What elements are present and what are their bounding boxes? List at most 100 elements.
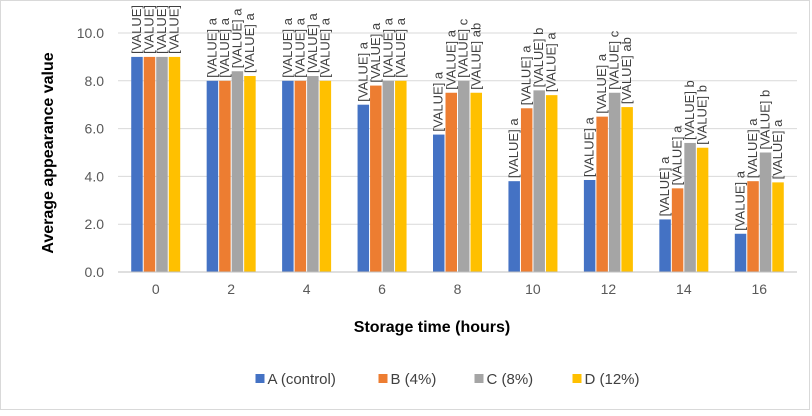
legend-swatch xyxy=(572,374,582,383)
bar xyxy=(143,56,156,273)
bar xyxy=(231,71,244,273)
bar-labels: [VALUE] a [VALUE] a [VALUE] a [VALUE] a[VAL… xyxy=(129,0,785,231)
data-label: [VALUE] a xyxy=(745,118,760,179)
data-label: [VALUE] a xyxy=(380,17,395,78)
y-tick-label: 4.0 xyxy=(85,168,105,184)
legend-label: A (control) xyxy=(268,371,336,388)
y-tick-label: 6.0 xyxy=(85,121,105,137)
data-label: [VALUE] c xyxy=(456,18,471,78)
bar xyxy=(319,80,332,272)
legend: A (control) B (4%) C (8%) D (12%) xyxy=(255,371,640,388)
data-label: [VALUE] a xyxy=(242,13,257,74)
bar xyxy=(370,85,382,272)
legend-label: B (4%) xyxy=(391,371,437,388)
data-label: [VALUE] ab xyxy=(468,23,483,90)
data-label: [VALUE] b xyxy=(695,85,710,145)
bar xyxy=(307,76,319,273)
data-label: [VALUE] c xyxy=(607,30,622,90)
legend-label: C (8%) xyxy=(487,371,534,388)
x-tick-label: 14 xyxy=(676,281,692,297)
x-axis-title: Storage time (hours) xyxy=(354,319,510,336)
y-tick-label: 8.0 xyxy=(85,73,105,89)
bar xyxy=(621,107,633,272)
data-label: [VALUE] a xyxy=(166,1,181,54)
legend-swatch xyxy=(255,374,265,383)
bar xyxy=(294,80,307,272)
bar xyxy=(244,76,256,273)
legend-swatch xyxy=(474,374,484,383)
bar xyxy=(659,219,671,272)
bar xyxy=(470,92,482,272)
data-label: [VALUE] a xyxy=(141,1,156,54)
x-tick-label: 8 xyxy=(454,281,462,297)
data-label: [VALUE] a xyxy=(368,22,383,83)
y-tick-label: 10.0 xyxy=(77,25,104,41)
bars xyxy=(131,56,784,273)
data-label: [VALUE] a xyxy=(317,17,332,78)
x-tick-label: 10 xyxy=(525,281,541,297)
data-label: [VALUE] b xyxy=(682,80,697,140)
axes: 0.0 2.0 4.0 6.0 8.0 10.0 0 2 4 6 8 10 12 14 16 xyxy=(77,25,797,297)
bar xyxy=(357,104,370,272)
bar xyxy=(684,142,696,272)
data-label: [VALUE] a xyxy=(154,1,169,54)
bar xyxy=(508,181,520,272)
bar xyxy=(168,56,181,273)
y-tick-label: 0.0 xyxy=(85,264,105,280)
x-tick-label: 6 xyxy=(378,281,386,297)
bar xyxy=(445,92,457,272)
bar xyxy=(747,181,759,272)
data-label: [VALUE] a xyxy=(506,118,521,179)
x-tick-label: 16 xyxy=(751,281,767,297)
bar xyxy=(583,179,596,272)
bar xyxy=(219,80,231,272)
data-label: [VALUE] a xyxy=(229,8,244,69)
data-label: [VALUE] a xyxy=(204,17,219,78)
data-label: [VALUE] a xyxy=(657,156,672,217)
data-label: [VALUE] a xyxy=(582,116,597,177)
x-tick-label: 2 xyxy=(227,281,235,297)
legend-label: D (12%) xyxy=(585,371,640,388)
data-label: [VALUE] a xyxy=(544,32,559,93)
bar xyxy=(206,80,219,272)
bar xyxy=(608,92,621,272)
bar xyxy=(131,56,143,273)
bar xyxy=(772,182,784,272)
data-label: [VALUE] a xyxy=(280,17,295,78)
legend-swatch xyxy=(378,374,388,383)
data-label: [VALUE] ab xyxy=(619,37,634,104)
x-tick-label: 0 xyxy=(152,281,160,297)
bar xyxy=(282,80,294,272)
y-axis-title: Average appearance value xyxy=(40,52,57,253)
gridlines xyxy=(118,32,797,225)
data-label: [VALUE] a xyxy=(129,1,144,54)
data-label: [VALUE] a xyxy=(393,17,408,78)
data-label: [VALUE] a xyxy=(305,13,320,74)
data-label: [VALUE] a xyxy=(431,71,446,132)
y-tick-label: 2.0 xyxy=(85,216,105,232)
data-label: [VALUE] a xyxy=(443,29,458,90)
bar xyxy=(759,152,772,272)
bar xyxy=(433,134,445,272)
bar xyxy=(458,80,470,272)
bar xyxy=(734,233,747,272)
data-label: [VALUE] a xyxy=(355,41,370,102)
bar xyxy=(533,90,545,272)
bar xyxy=(382,80,395,272)
bar xyxy=(696,147,709,272)
data-label: [VALUE] a xyxy=(217,17,232,78)
data-label: [VALUE] a xyxy=(670,125,685,186)
bar xyxy=(545,95,558,272)
data-label: [VALUE] a xyxy=(733,170,748,231)
bar xyxy=(156,56,168,273)
bar xyxy=(596,116,608,273)
data-label: [VALUE] a xyxy=(594,53,609,114)
x-tick-label: 12 xyxy=(601,281,617,297)
data-label: [VALUE] a xyxy=(292,17,307,78)
data-label: [VALUE] b xyxy=(531,28,546,88)
data-label: [VALUE] b xyxy=(758,90,773,150)
bar xyxy=(520,108,533,272)
data-label: [VALUE] a xyxy=(519,45,534,106)
